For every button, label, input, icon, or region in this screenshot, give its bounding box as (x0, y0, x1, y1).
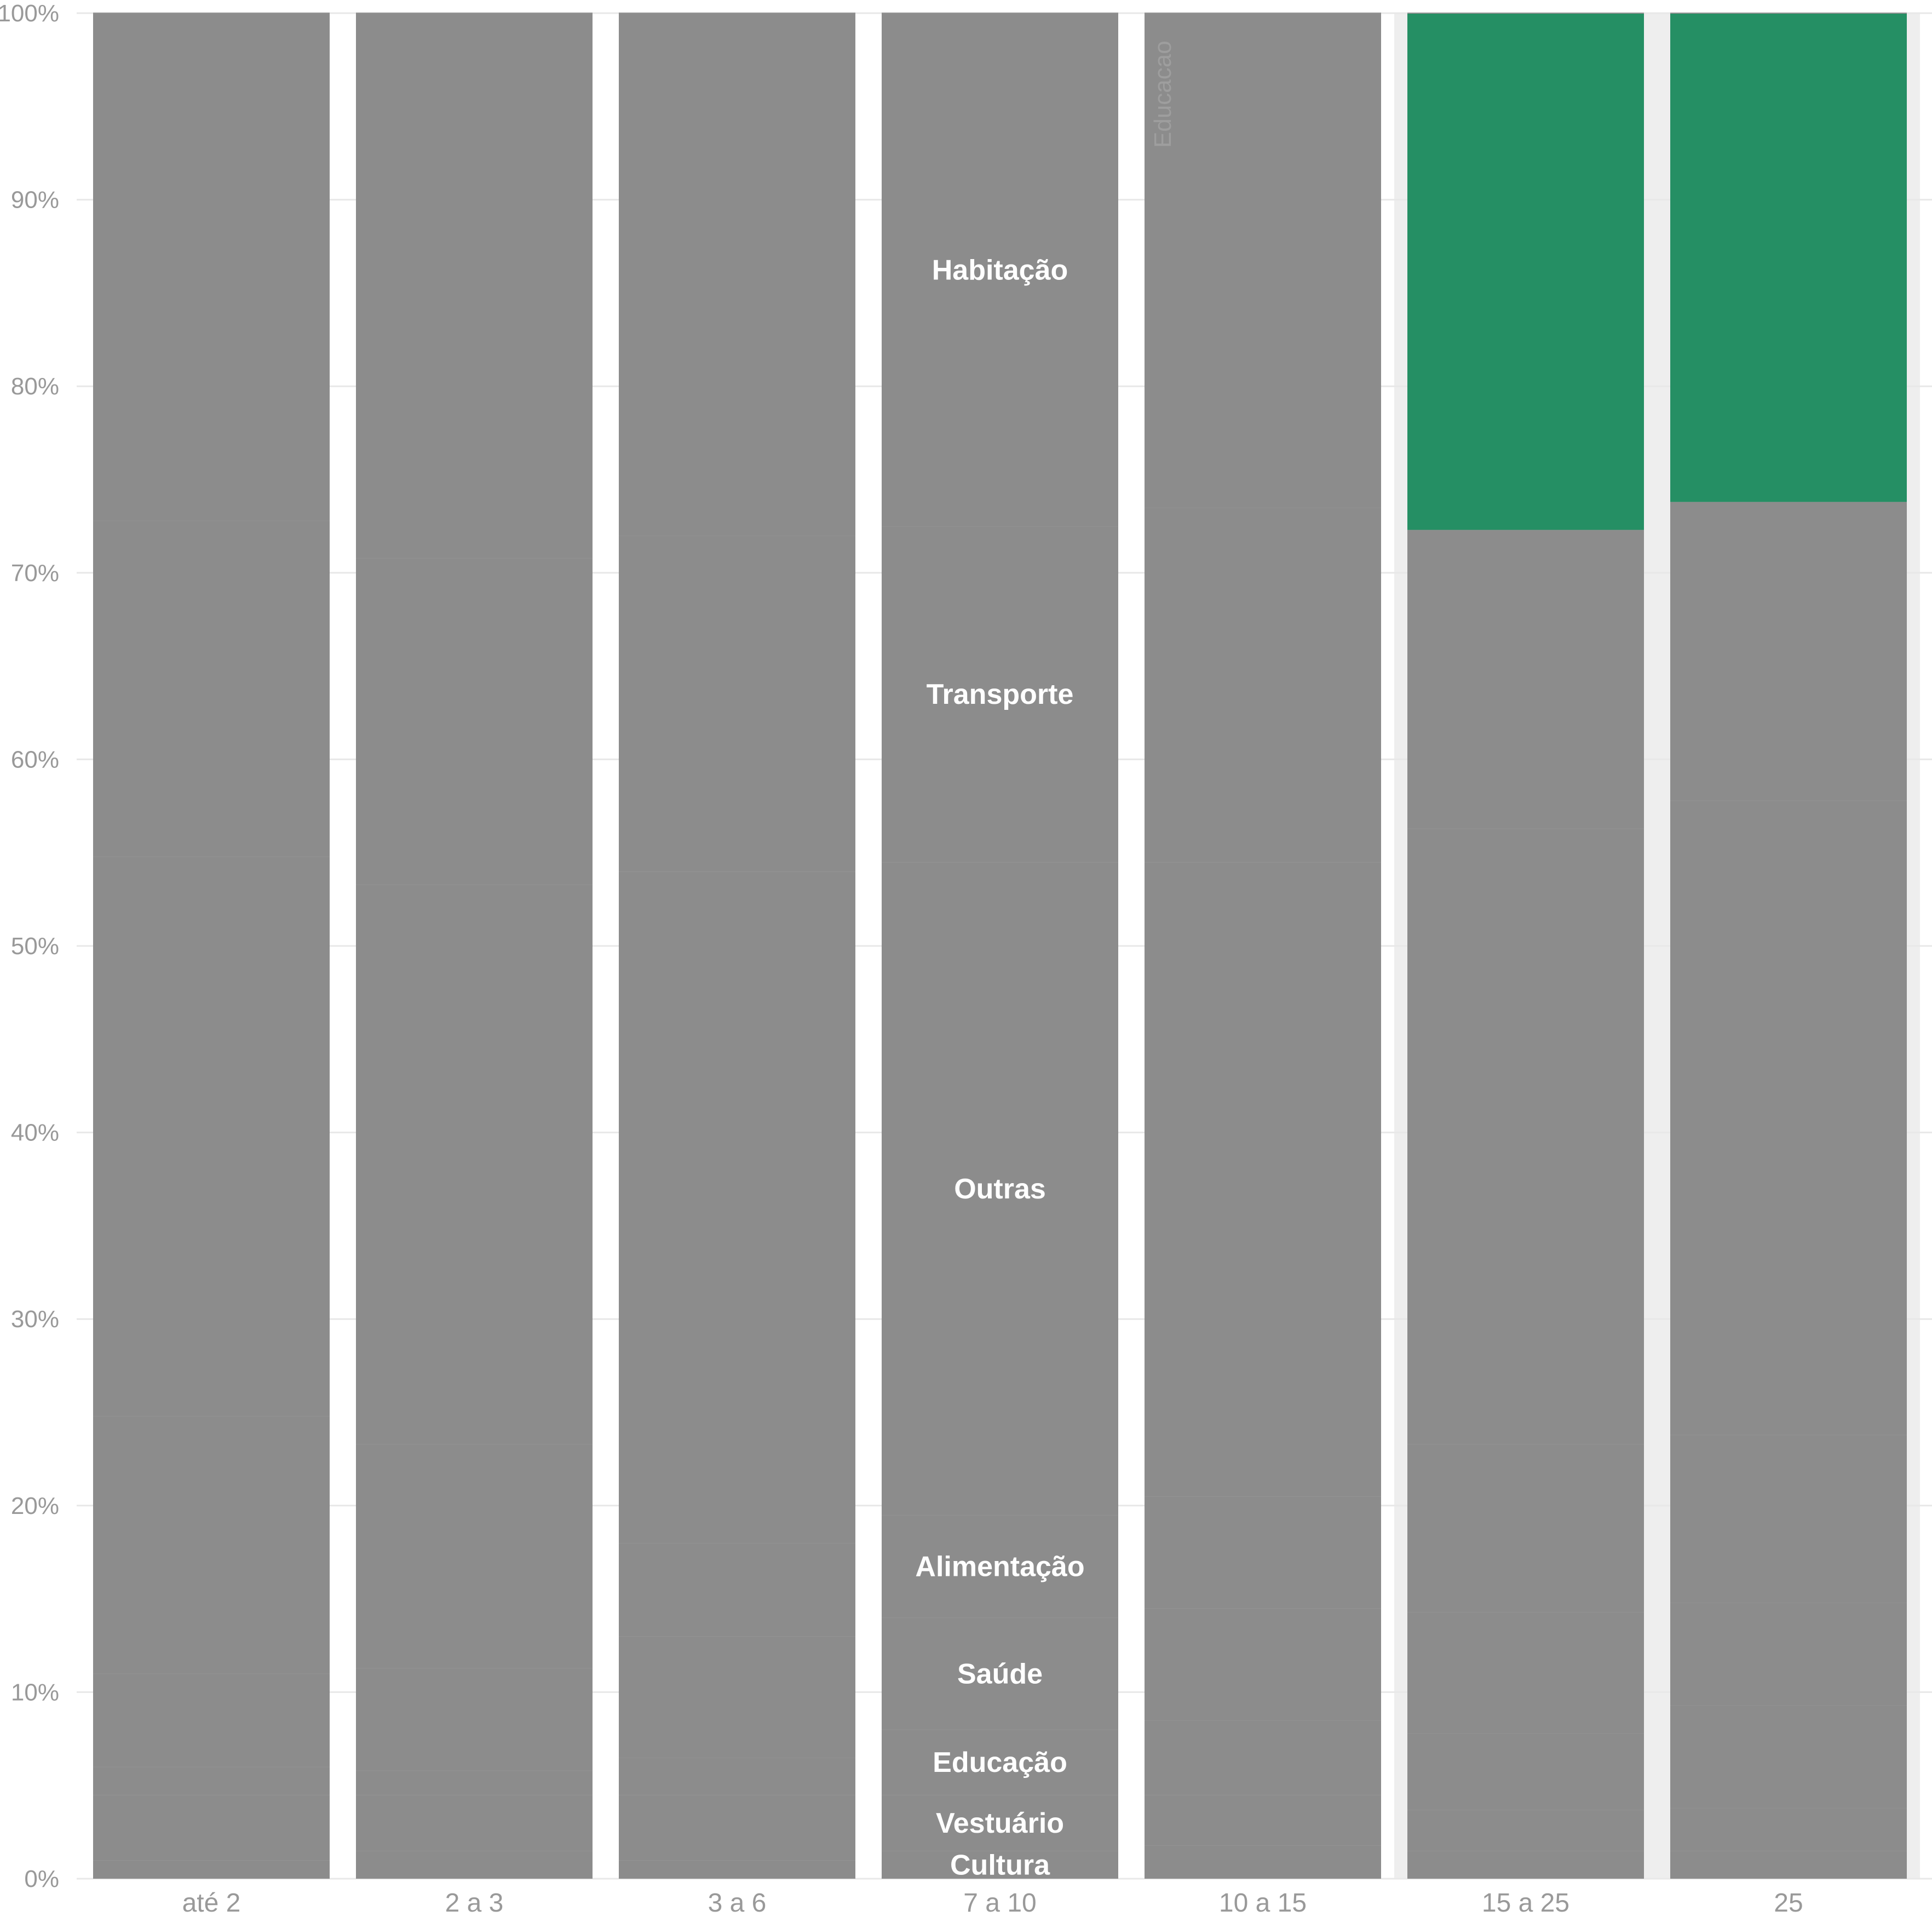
annotation-label: Educacao (1149, 41, 1176, 148)
bar-segment (619, 1542, 855, 1637)
bar-segment (1670, 13, 1907, 502)
segment-label: Educação (933, 1747, 1067, 1778)
bar-segment (1145, 1845, 1381, 1879)
x-category-label: 15 a 25 (1482, 1889, 1569, 1918)
bar-segment (882, 1617, 1118, 1730)
bar-segment (619, 535, 855, 871)
bar-segment (1407, 1444, 1644, 1612)
bar-segment (1407, 1850, 1644, 1879)
bar-segment (1145, 13, 1381, 508)
segment-label: Transporte (927, 679, 1074, 710)
y-axis-tick-labels: 0% 10% 20% 30% 40% 50% 60% 70% 80% 90% 100% (0, 0, 59, 1892)
segment-label: Habitação (932, 254, 1068, 286)
bar-segment (1670, 800, 1907, 1435)
x-category-label: 7 a 10 (963, 1889, 1036, 1918)
bar-segment (356, 558, 593, 885)
bar-segment (356, 1794, 593, 1851)
y-tick-label: 100% (0, 0, 59, 27)
bar-segment (93, 13, 330, 521)
bar-segment (1670, 502, 1907, 801)
x-axis-category-labels: até 2 2 a 3 3 a 6 7 a 10 10 a 15 15 a 25 25 (182, 1889, 1803, 1918)
segment-label: Vestuário (936, 1808, 1064, 1839)
segment-labels: Cultura Vestuário Educação Saúde Alimentação… (915, 254, 1084, 1881)
bar-segment (619, 13, 855, 536)
bar-segment (1407, 828, 1644, 1444)
x-category-label: até 2 (182, 1889, 241, 1918)
bar-segment (1145, 507, 1381, 862)
bar-segment (1407, 1809, 1644, 1851)
segment-label: Saúde (957, 1658, 1043, 1690)
bar-segment (1670, 1705, 1907, 1808)
bar-segment (619, 871, 855, 1543)
bar-segment (356, 1444, 593, 1668)
bar-segment (619, 1794, 855, 1860)
annotations: Educacao (1149, 41, 1176, 148)
bar-segment (619, 1636, 855, 1758)
bar-segment (882, 1729, 1118, 1795)
bar-segment (93, 1766, 330, 1795)
y-tick-label: 40% (11, 1120, 59, 1146)
bar-segment (356, 13, 593, 558)
y-tick-label: 60% (11, 746, 59, 773)
bar-segment (1145, 1608, 1381, 1720)
bar-segment (1407, 13, 1644, 530)
bar-segment (356, 1850, 593, 1879)
bar-segment (882, 1514, 1118, 1618)
bar-segment (1407, 1733, 1644, 1810)
bar-segment (1670, 1850, 1907, 1879)
bar-segment (93, 1794, 330, 1860)
bar-segment (882, 13, 1118, 526)
bar-segment (1407, 530, 1644, 829)
bar-segment (882, 526, 1118, 862)
bar-segment (882, 862, 1118, 1515)
x-category-label: 2 a 3 (445, 1889, 504, 1918)
y-tick-label: 20% (11, 1493, 59, 1519)
bar-segment (1407, 1611, 1644, 1734)
segment-label: Alimentação (915, 1551, 1084, 1582)
y-tick-label: 70% (11, 560, 59, 587)
bar-segment (1670, 1434, 1907, 1603)
bar-segment (1145, 1496, 1381, 1609)
bar-segment (93, 1416, 330, 1674)
bar-segment (1145, 1794, 1381, 1845)
bar-segment (882, 1794, 1118, 1851)
bar-segment (356, 884, 593, 1444)
segment-label: Outras (954, 1173, 1046, 1205)
x-category-label: 10 a 15 (1219, 1889, 1307, 1918)
y-tick-label: 10% (11, 1679, 59, 1706)
bar-segment (356, 1770, 593, 1795)
bars (93, 13, 1907, 1879)
bar-segment (1145, 862, 1381, 1496)
bar-segment (1145, 1720, 1381, 1795)
bar-segment (93, 856, 330, 1416)
y-tick-label: 90% (11, 187, 59, 214)
y-tick-label: 30% (11, 1306, 59, 1333)
bar-segment (1670, 1602, 1907, 1706)
bar-segment (619, 1860, 855, 1879)
x-category-label: 25 (1774, 1889, 1803, 1918)
bar-segment (93, 520, 330, 857)
bar-segment (356, 1668, 593, 1771)
y-tick-label: 50% (11, 933, 59, 960)
y-tick-label: 0% (24, 1866, 59, 1892)
bar-segment (93, 1860, 330, 1879)
bar-segment (1670, 1808, 1907, 1851)
bar-segment (619, 1757, 855, 1795)
segment-label: Cultura (950, 1849, 1050, 1881)
bar-segment (882, 1850, 1118, 1879)
y-tick-label: 80% (11, 373, 59, 400)
bar-segment (93, 1673, 330, 1767)
x-category-label: 3 a 6 (708, 1889, 767, 1918)
